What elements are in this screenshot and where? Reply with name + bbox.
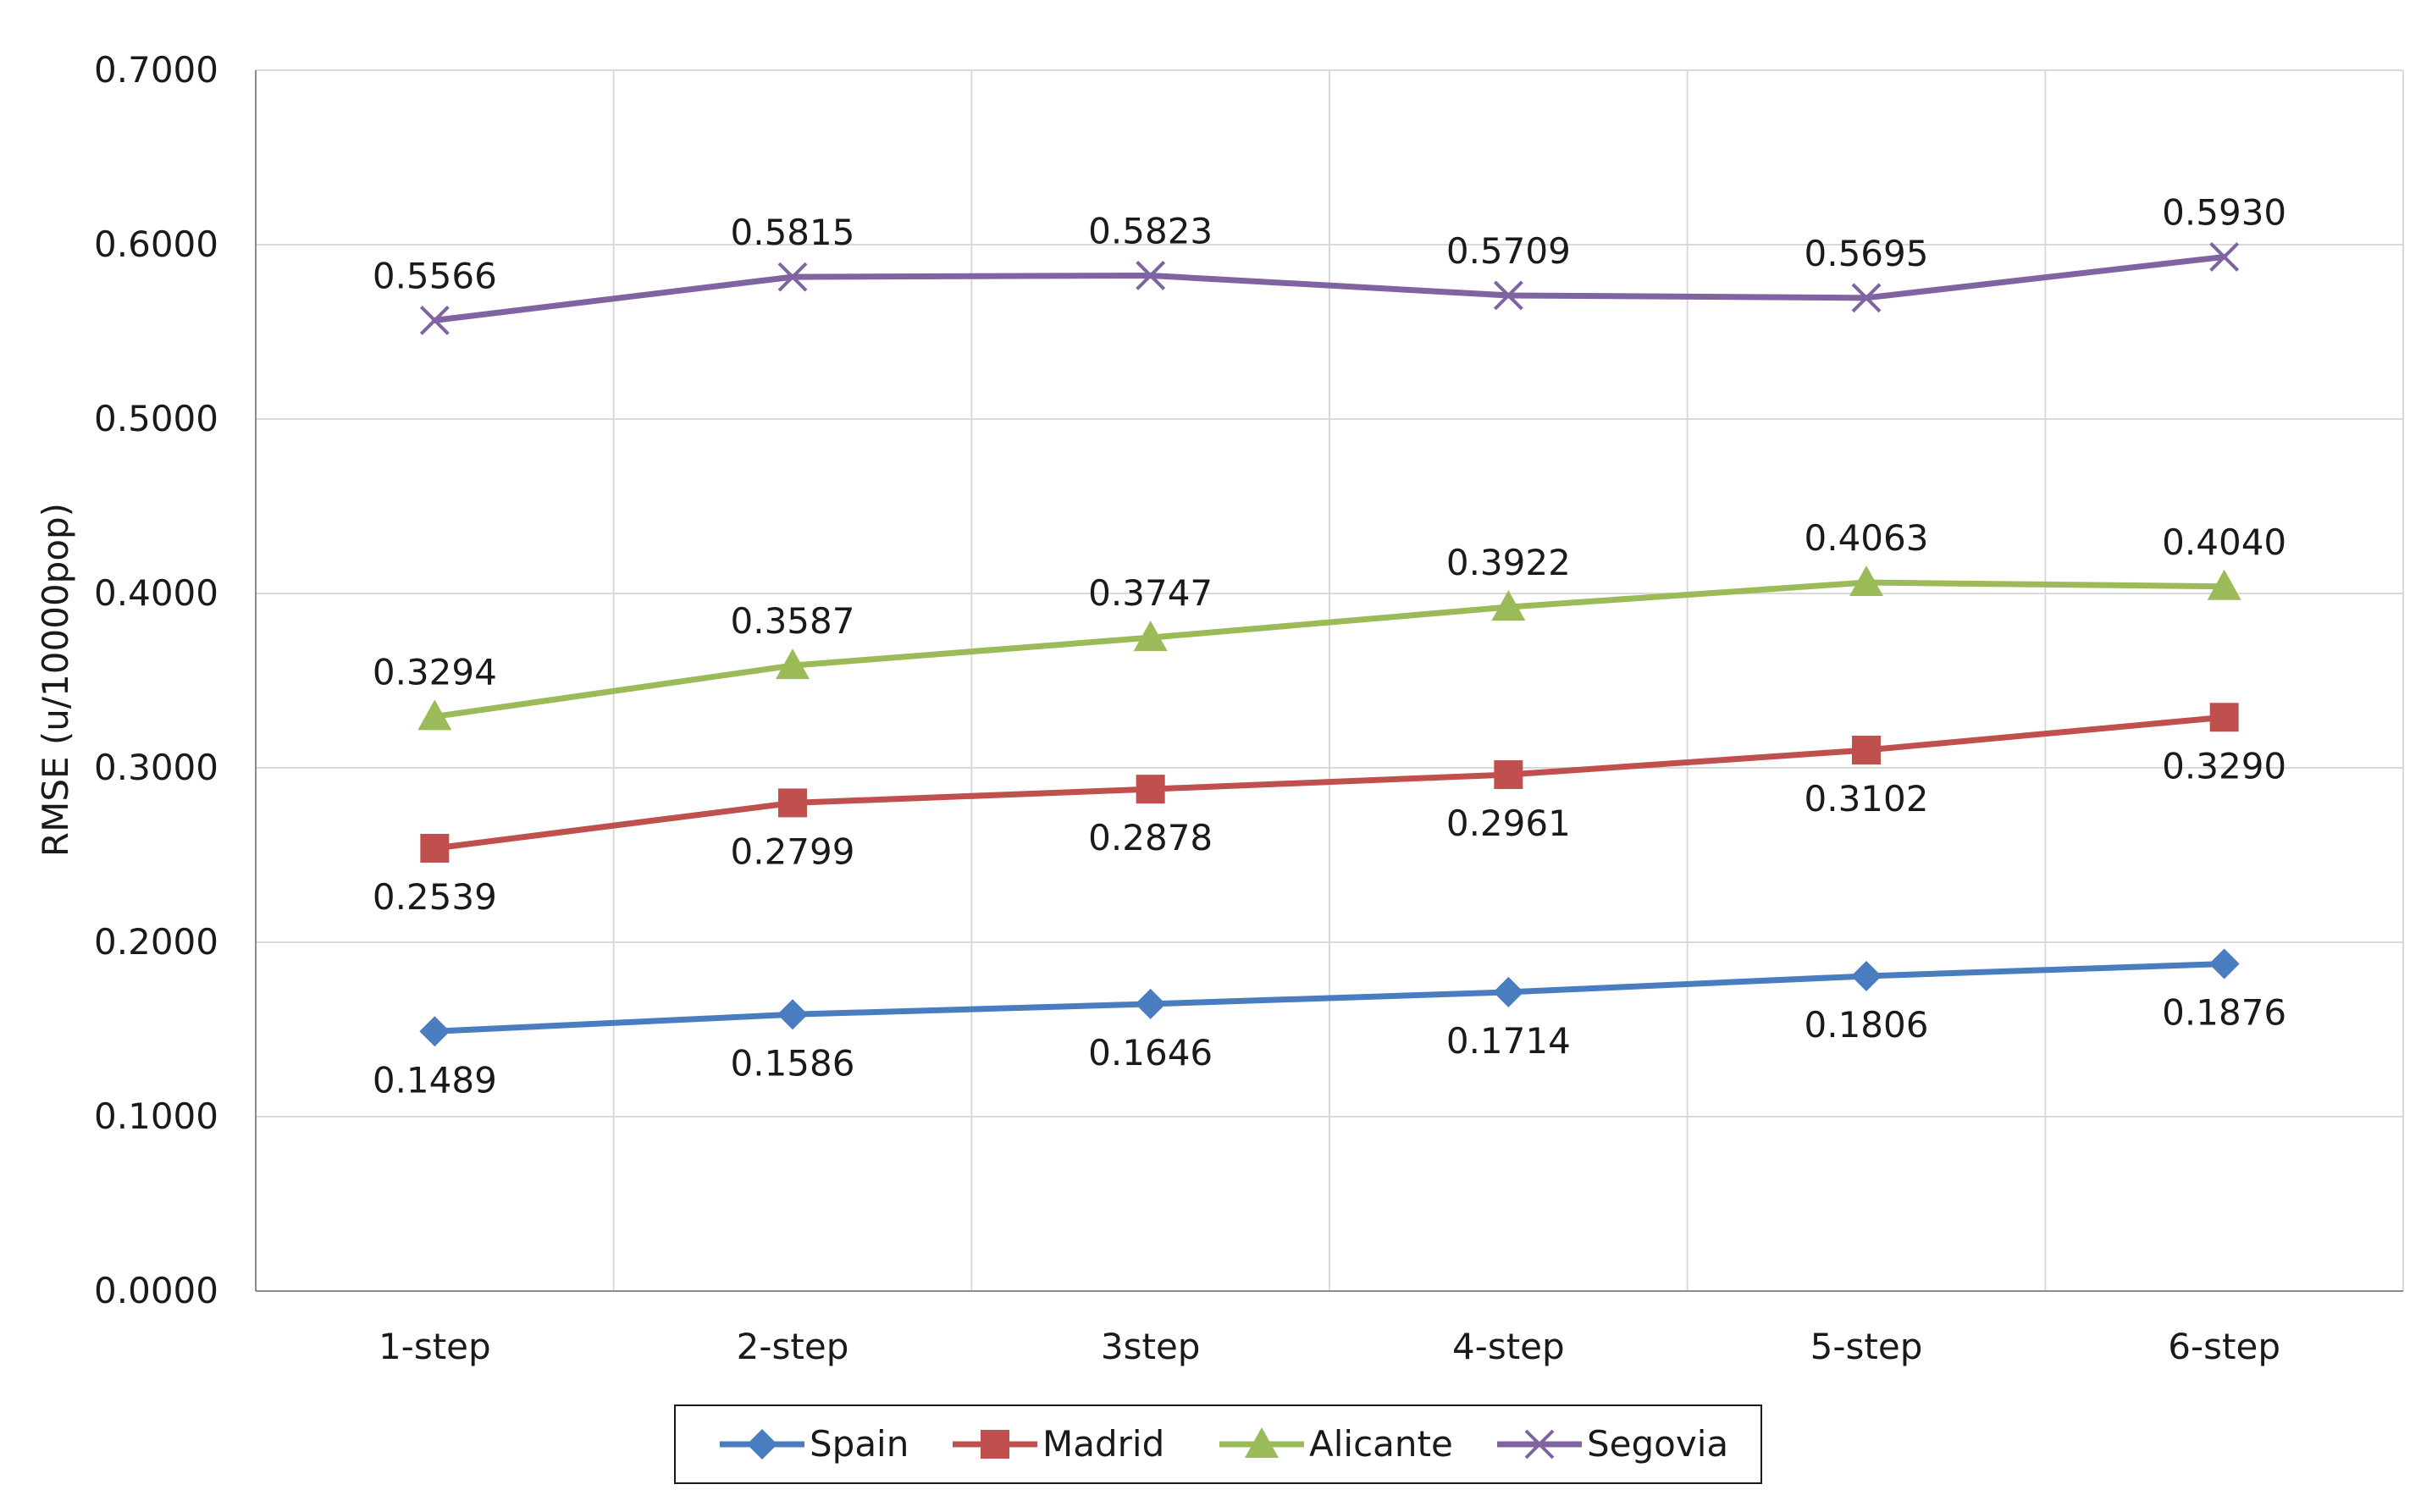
series-line-segovia <box>431 253 2228 323</box>
series-alicante <box>417 566 2241 731</box>
data-point-spain <box>1851 960 1882 991</box>
data-label-alicante: 0.3294 <box>373 651 497 693</box>
data-label-madrid: 0.2961 <box>1446 803 1571 844</box>
data-point-spain <box>1493 976 1524 1007</box>
data-point-alicante <box>1849 566 1883 597</box>
data-label-spain: 0.1714 <box>1446 1020 1571 1062</box>
legend-marker-alicante <box>1245 1427 1279 1458</box>
data-label-spain: 0.1489 <box>373 1059 497 1101</box>
data-point-segovia <box>1136 261 1166 290</box>
marker-stroke <box>1524 1429 1555 1460</box>
data-point-segovia <box>777 262 808 292</box>
series-line-alicante <box>431 579 2228 720</box>
x-tick-label: 3step <box>1101 1326 1201 1367</box>
legend-marker-madrid <box>981 1430 1009 1459</box>
data-label-alicante: 0.3922 <box>1446 542 1571 583</box>
legend-label: Segovia <box>1587 1423 1728 1465</box>
legend-marker-spain <box>747 1429 777 1460</box>
x-tick-label: 4-step <box>1452 1326 1565 1367</box>
y-tick-label: 0.6000 <box>94 223 218 265</box>
data-point-segovia <box>2209 242 2240 272</box>
legend-item-alicante: Alicante <box>1219 1423 1453 1465</box>
x-tick-label: 1-step <box>379 1326 491 1367</box>
data-label-madrid: 0.3102 <box>1805 778 1929 819</box>
data-label-segovia: 0.5815 <box>731 212 855 253</box>
data-label-madrid: 0.2539 <box>373 876 497 918</box>
y-tick-label: 0.4000 <box>94 572 218 614</box>
data-point-spain <box>777 999 808 1030</box>
legend-label: Madrid <box>1042 1423 1164 1465</box>
x-tick-label: 2-step <box>737 1326 849 1367</box>
data-label-madrid: 0.2799 <box>731 830 855 872</box>
marker-stroke <box>2209 242 2240 272</box>
data-label-segovia: 0.5695 <box>1805 233 1929 274</box>
data-point-madrid <box>1136 775 1165 804</box>
data-point-alicante <box>417 699 452 731</box>
marker-stroke <box>419 305 450 335</box>
data-label-segovia: 0.5709 <box>1446 230 1571 272</box>
y-tick-label: 0.1000 <box>94 1095 218 1137</box>
data-label-layer: 0.1489 0.1586 0.1646 0.1714 0.1806 0.1876 0.25… <box>373 191 2286 1101</box>
data-label-segovia: 0.5566 <box>373 255 497 296</box>
data-point-segovia <box>1851 283 1882 313</box>
series-layer <box>417 242 2241 1047</box>
series-segovia <box>419 242 2240 335</box>
marker-stroke <box>777 262 808 292</box>
data-label-spain: 0.1646 <box>1088 1032 1213 1073</box>
data-label-madrid: 0.3290 <box>2162 745 2286 786</box>
series-line-spain <box>431 961 2228 1035</box>
grid-layer <box>256 69 2404 1291</box>
data-label-alicante: 0.3747 <box>1088 572 1213 614</box>
x-tick-label: 5-step <box>1810 1326 1923 1367</box>
data-label-alicante: 0.4063 <box>1805 517 1929 559</box>
axis-layer: 0.0000 0.1000 0.2000 0.3000 0.4000 0.5000 0.60… <box>94 49 2403 1367</box>
marker-stroke <box>1136 261 1166 290</box>
y-tick-label: 0.0000 <box>94 1270 218 1311</box>
data-point-alicante <box>776 648 810 680</box>
y-tick-label: 0.3000 <box>94 747 218 788</box>
series-line-madrid <box>431 714 2228 852</box>
y-tick-label: 0.5000 <box>94 398 218 439</box>
marker-stroke <box>1493 280 1523 311</box>
legend-label: Spain <box>810 1423 909 1465</box>
data-point-alicante <box>2207 569 2241 600</box>
data-label-spain: 0.1876 <box>2162 992 2286 1034</box>
y-tick-label: 0.7000 <box>94 49 218 91</box>
marker-stroke <box>1851 283 1882 313</box>
legend-label: Alicante <box>1309 1423 1453 1465</box>
legend-items: Spain Madrid Alicante Segovia <box>720 1423 1728 1465</box>
data-point-segovia <box>419 305 450 335</box>
data-point-madrid <box>1494 760 1523 790</box>
data-label-spain: 0.1806 <box>1805 1004 1929 1046</box>
data-label-alicante: 0.4040 <box>2162 521 2286 563</box>
data-point-madrid <box>1852 735 1881 764</box>
legend-marker-segovia <box>1524 1429 1555 1460</box>
data-label-segovia: 0.5823 <box>1088 210 1213 251</box>
series-spain <box>419 948 2240 1047</box>
legend-item-segovia: Segovia <box>1497 1423 1728 1465</box>
data-label-segovia: 0.5930 <box>2162 191 2286 233</box>
data-point-alicante <box>1491 590 1526 621</box>
data-point-alicante <box>1133 621 1168 652</box>
data-point-spain <box>2208 948 2240 979</box>
data-label-madrid: 0.2878 <box>1088 817 1213 858</box>
legend-item-madrid: Madrid <box>953 1423 1164 1465</box>
data-label-spain: 0.1586 <box>731 1042 855 1084</box>
data-point-madrid <box>2209 703 2239 732</box>
y-axis-title: RMSE (u/10000pop) <box>35 503 76 857</box>
x-tick-label: 6-step <box>2168 1326 2280 1367</box>
data-point-spain <box>1135 988 1166 1019</box>
data-point-spain <box>419 1016 450 1047</box>
data-label-alicante: 0.3587 <box>731 600 855 642</box>
series-madrid <box>420 703 2239 863</box>
legend-item-spain: Spain <box>720 1423 909 1465</box>
legend: Spain Madrid Alicante Segovia <box>674 1404 1762 1484</box>
data-point-madrid <box>420 833 450 863</box>
y-tick-label: 0.2000 <box>94 921 218 963</box>
data-point-segovia <box>1493 280 1523 311</box>
data-point-madrid <box>778 788 807 818</box>
